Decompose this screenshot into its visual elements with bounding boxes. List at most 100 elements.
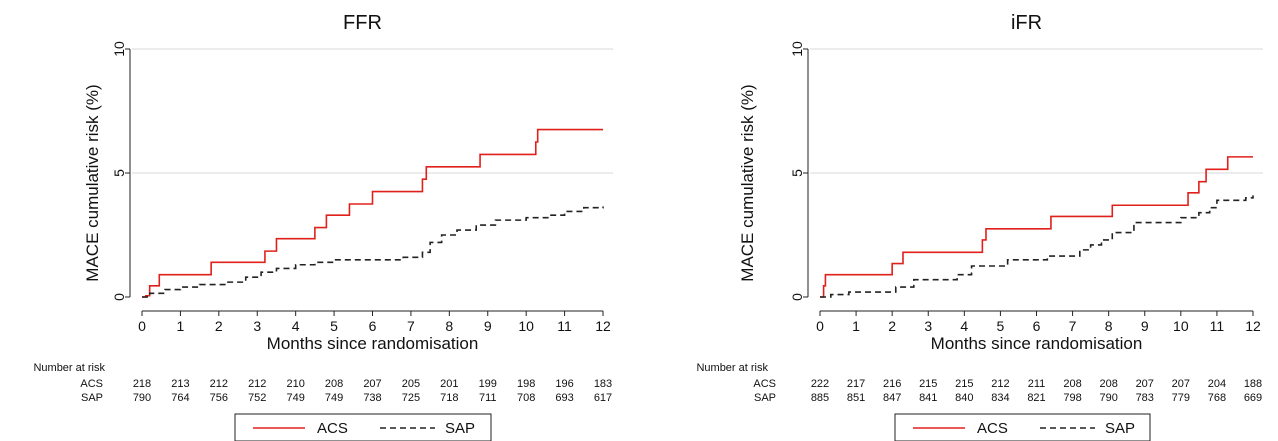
legend-label-sap: SAP — [445, 420, 475, 437]
risk-value: 847 — [883, 392, 901, 404]
x-tick-label: 11 — [557, 318, 572, 334]
risk-value: 834 — [991, 392, 1009, 404]
risk-row-label: ACS — [80, 378, 103, 390]
y-axis-label: MACE cumulative risk (%) — [738, 84, 757, 281]
x-tick-label: 3 — [924, 318, 932, 334]
x-tick-label: 2 — [215, 318, 223, 334]
legend-label-acs: ACS — [317, 420, 348, 437]
risk-value: 211 — [1028, 378, 1046, 390]
risk-value: 693 — [555, 392, 573, 404]
y-tick-label: 10 — [111, 41, 127, 57]
risk-value: 790 — [1099, 392, 1117, 404]
x-tick-label: 9 — [1141, 318, 1149, 334]
legend-label-sap: SAP — [1105, 420, 1135, 437]
risk-value: 210 — [286, 378, 304, 390]
risk-value: 215 — [955, 378, 973, 390]
x-tick-label: 8 — [445, 318, 453, 334]
risk-value: 198 — [517, 378, 535, 390]
x-tick-label: 5 — [997, 318, 1005, 334]
risk-value: 821 — [1027, 392, 1045, 404]
chart-title: iFR — [1011, 12, 1042, 34]
risk-value: 216 — [883, 378, 901, 390]
y-tick-label: 0 — [111, 293, 127, 301]
x-tick-label: 1 — [177, 318, 185, 334]
risk-value: 212 — [210, 378, 228, 390]
x-tick-label: 0 — [816, 318, 824, 334]
risk-row-label: ACS — [753, 378, 776, 390]
risk-value: 201 — [440, 378, 458, 390]
x-tick-label: 7 — [407, 318, 415, 334]
x-tick-label: 5 — [330, 318, 338, 334]
risk-value: 749 — [325, 392, 343, 404]
risk-value: 841 — [919, 392, 937, 404]
x-tick-label: 4 — [292, 318, 300, 334]
legend-label-acs: ACS — [977, 420, 1008, 437]
risk-value: 222 — [811, 378, 829, 390]
risk-value: 725 — [402, 392, 420, 404]
risk-value: 756 — [210, 392, 228, 404]
x-tick-label: 0 — [138, 318, 146, 334]
y-tick-label: 5 — [789, 169, 805, 177]
risk-value: 783 — [1136, 392, 1154, 404]
series-line-acs — [820, 156, 1253, 298]
risk-value: 711 — [479, 392, 497, 404]
risk-row-label: SAP — [754, 392, 776, 404]
risk-table-title: Number at risk — [33, 362, 105, 374]
risk-value: 708 — [517, 392, 535, 404]
risk-value: 669 — [1244, 392, 1262, 404]
series-line-sap — [820, 195, 1254, 298]
y-tick-label: 10 — [789, 41, 805, 57]
risk-value: 790 — [133, 392, 151, 404]
risk-value: 207 — [363, 378, 381, 390]
risk-value: 199 — [479, 378, 497, 390]
risk-value: 188 — [1244, 378, 1262, 390]
risk-value: 217 — [847, 378, 865, 390]
x-axis-label: Months since randomisation — [267, 334, 479, 353]
risk-table-title: Number at risk — [696, 362, 768, 374]
risk-value: 208 — [325, 378, 343, 390]
series-line-sap — [142, 206, 604, 298]
risk-value: 840 — [955, 392, 973, 404]
risk-value: 738 — [363, 392, 381, 404]
risk-value: 213 — [171, 378, 189, 390]
risk-value: 204 — [1208, 378, 1226, 390]
risk-value: 798 — [1063, 392, 1081, 404]
chart-title: FFR — [343, 12, 382, 34]
risk-value: 196 — [555, 378, 573, 390]
risk-value: 208 — [1099, 378, 1117, 390]
x-tick-label: 6 — [1033, 318, 1041, 334]
x-tick-label: 4 — [960, 318, 968, 334]
risk-value: 215 — [919, 378, 937, 390]
x-tick-label: 12 — [595, 318, 611, 334]
risk-row-label: SAP — [81, 392, 103, 404]
x-tick-label: 2 — [888, 318, 896, 334]
risk-value: 212 — [991, 378, 1009, 390]
x-tick-label: 10 — [518, 318, 534, 334]
x-tick-label: 1 — [852, 318, 860, 334]
risk-value: 718 — [440, 392, 458, 404]
x-tick-label: 11 — [1210, 318, 1225, 334]
x-tick-label: 9 — [484, 318, 492, 334]
x-axis-label: Months since randomisation — [931, 334, 1143, 353]
y-tick-label: 5 — [111, 169, 127, 177]
risk-value: 218 — [133, 378, 151, 390]
x-tick-label: 8 — [1105, 318, 1113, 334]
x-tick-label: 7 — [1069, 318, 1077, 334]
risk-value: 779 — [1172, 392, 1190, 404]
y-tick-label: 0 — [789, 293, 805, 301]
x-tick-label: 10 — [1173, 318, 1189, 334]
risk-value: 851 — [847, 392, 865, 404]
risk-value: 768 — [1208, 392, 1226, 404]
risk-value: 212 — [248, 378, 266, 390]
x-tick-label: 12 — [1245, 318, 1261, 334]
risk-value: 207 — [1172, 378, 1190, 390]
risk-value: 208 — [1063, 378, 1081, 390]
y-axis-label: MACE cumulative risk (%) — [83, 84, 102, 281]
x-tick-label: 3 — [253, 318, 261, 334]
risk-value: 183 — [594, 378, 612, 390]
risk-value: 207 — [1136, 378, 1154, 390]
risk-value: 749 — [286, 392, 304, 404]
